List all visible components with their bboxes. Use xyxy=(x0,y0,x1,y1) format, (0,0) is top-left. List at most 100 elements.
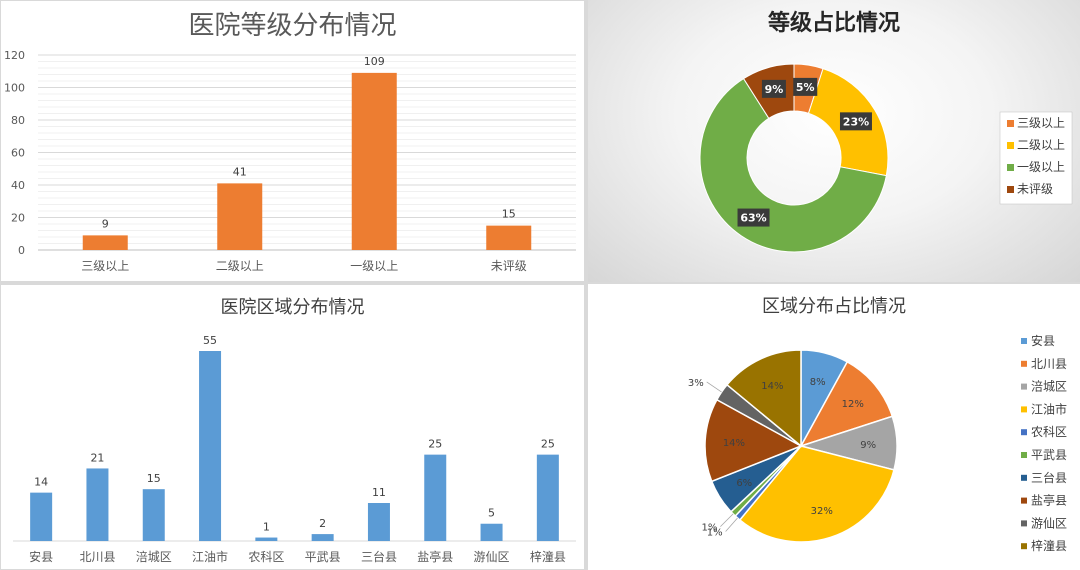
data-label: 14% xyxy=(761,381,783,392)
data-label: 109 xyxy=(364,55,385,68)
legend-swatch xyxy=(1007,120,1014,127)
y-tick-label: 120 xyxy=(4,49,25,62)
x-tick-label: 安县 xyxy=(29,549,53,564)
grade-bar-chart-panel: 医院等级分布情况 0 20 40 60 80 100 120 9 三级以上 41 二级以上 109 一级… xyxy=(0,0,585,282)
data-label: 63% xyxy=(740,212,766,225)
data-label: 1 xyxy=(263,521,270,534)
legend-swatch xyxy=(1007,142,1014,149)
grade-donut-chart-panel: 等级占比情况 5% 23% 63% 9% 三级以上二级以上一级以上未评级 xyxy=(588,0,1080,282)
data-label: 3% xyxy=(688,378,704,389)
x-tick-label: 江油市 xyxy=(192,549,228,564)
legend-swatch xyxy=(1021,338,1027,344)
legend-label: 游仙区 xyxy=(1031,516,1067,530)
y-tick-label: 60 xyxy=(11,147,25,160)
legend-swatch xyxy=(1021,520,1027,527)
bar xyxy=(311,534,334,541)
legend-swatch xyxy=(1021,383,1027,390)
legend-label: 涪城区 xyxy=(1031,379,1067,394)
y-tick-label: 40 xyxy=(11,179,25,192)
pie-slice xyxy=(725,349,802,448)
legend-label: 一级以上 xyxy=(1017,160,1065,174)
y-tick-label: 0 xyxy=(18,244,25,257)
region-pie-chart-title: 区域分布占比情况 xyxy=(762,296,906,317)
leader-line xyxy=(720,513,734,527)
data-label: 23% xyxy=(843,115,869,128)
legend-swatch xyxy=(1021,543,1027,550)
legend-label: 北川县 xyxy=(1031,357,1067,371)
legend-label: 平武县 xyxy=(1031,448,1067,462)
data-label: 32% xyxy=(811,506,833,517)
region-bar-chart: 14 安县 21 北川县 15 涪城区 55 江油市 1 农科区 2 平武县 11 三台县 25 盐亭县 5 游仙… xyxy=(13,334,576,564)
legend-label: 农科区 xyxy=(1031,425,1067,439)
x-tick-label: 未评级 xyxy=(491,259,527,273)
legend-label: 二级以上 xyxy=(1017,138,1065,152)
region-bar-chart-panel: 医院区域分布情况 14 安县 21 北川县 15 涪城区 55 江油市 1 农科区 2 平武县 11 三台… xyxy=(0,284,585,570)
bar xyxy=(367,503,390,541)
x-tick-label: 涪城区 xyxy=(136,549,172,564)
data-label-box xyxy=(839,112,872,131)
bar xyxy=(424,454,447,541)
x-tick-label: 北川县 xyxy=(79,550,115,564)
x-tick-label: 一级以上 xyxy=(350,259,398,273)
legend-label: 梓潼县 xyxy=(1031,538,1067,553)
x-tick-label: 农科区 xyxy=(248,550,284,564)
data-label: 21 xyxy=(90,451,104,464)
bar xyxy=(217,183,263,250)
legend-swatch xyxy=(1021,474,1027,481)
x-tick-label: 盐亭县 xyxy=(417,549,453,564)
region-pie-chart-panel: 区域分布占比情况 8% 12% 9% 32% 1% 1% 6% 14% 3% 14% 安县 北川县 涪城… xyxy=(588,284,1080,570)
y-tick-label: 100 xyxy=(4,82,25,95)
data-label: 2 xyxy=(319,517,326,530)
y-tick-label: 80 xyxy=(11,114,25,127)
data-label: 41 xyxy=(233,165,247,178)
x-tick-label: 二级以上 xyxy=(216,259,264,273)
grade-bar-chart: 0 20 40 60 80 100 120 9 三级以上 41 二级以上 109 一级以上 15 未评级 xyxy=(4,49,576,273)
data-label: 15 xyxy=(502,208,516,221)
x-tick-label: 三台县 xyxy=(361,549,397,564)
legend-swatch xyxy=(1021,452,1027,458)
data-label: 11 xyxy=(372,486,386,499)
data-label: 9 xyxy=(102,217,109,230)
data-label: 6% xyxy=(736,478,752,489)
legend-label: 未评级 xyxy=(1017,182,1053,196)
x-tick-label: 游仙区 xyxy=(474,550,510,564)
legend-label: 安县 xyxy=(1031,333,1055,348)
data-label: 15 xyxy=(147,472,161,485)
grade-bar-chart-title: 医院等级分布情况 xyxy=(188,11,397,41)
bar xyxy=(351,72,397,250)
legend-label: 三台县 xyxy=(1031,470,1067,485)
legend-label: 盐亭县 xyxy=(1031,493,1067,508)
data-label: 9% xyxy=(860,440,876,451)
data-label: 25 xyxy=(428,438,442,451)
grade-donut-chart-title: 等级占比情况 xyxy=(767,11,900,36)
data-label: 25 xyxy=(541,438,555,451)
pie-slice xyxy=(799,360,894,448)
bar xyxy=(82,235,128,250)
data-label: 14 xyxy=(34,476,48,489)
data-label: 5 xyxy=(488,507,495,520)
legend-swatch xyxy=(1021,429,1027,436)
data-label-box xyxy=(761,79,786,98)
legend-label: 江油市 xyxy=(1031,401,1067,416)
data-label: 14% xyxy=(723,438,745,449)
leader-line xyxy=(706,381,722,393)
data-label: 9% xyxy=(765,83,784,96)
vertical-divider xyxy=(585,0,588,570)
bar xyxy=(142,489,165,541)
bar xyxy=(480,523,503,541)
y-tick-label: 20 xyxy=(11,212,25,225)
bar xyxy=(255,537,278,541)
data-label-box xyxy=(737,208,770,227)
horizontal-divider xyxy=(0,282,1080,284)
legend-swatch xyxy=(1007,164,1014,171)
bar xyxy=(536,454,559,541)
region-pie-chart: 8% 12% 9% 32% 1%1% 6% 14% 3% 14% 安县北川县涪城区江油市农科区平武… xyxy=(688,333,1067,553)
legend-label: 三级以上 xyxy=(1017,116,1065,130)
x-tick-label: 三级以上 xyxy=(81,259,129,273)
leader-line xyxy=(725,517,738,532)
bar xyxy=(86,468,109,541)
region-bar-chart-title: 医院区域分布情况 xyxy=(220,297,365,318)
data-label: 5% xyxy=(796,81,815,94)
pie-slice xyxy=(704,398,803,483)
